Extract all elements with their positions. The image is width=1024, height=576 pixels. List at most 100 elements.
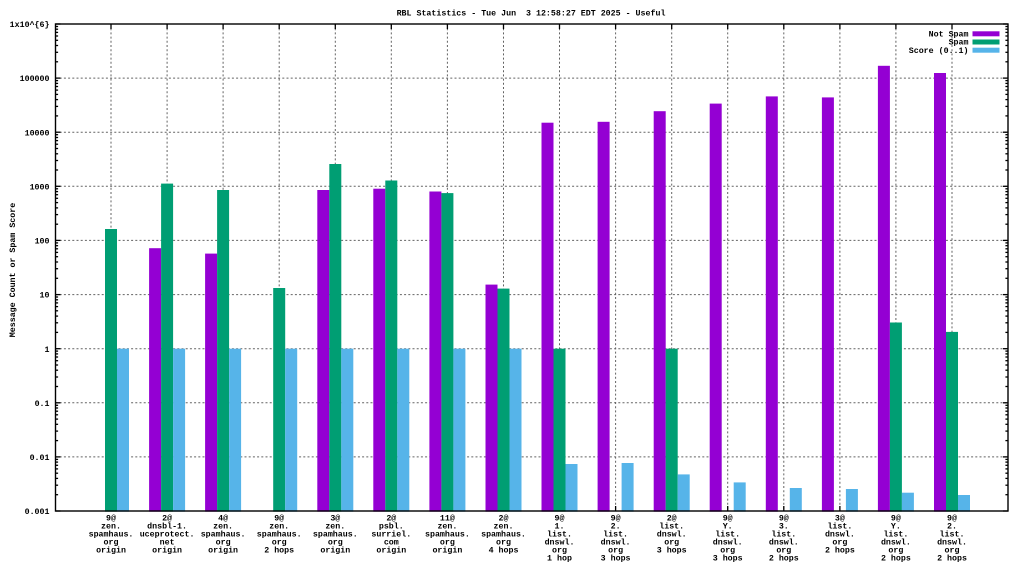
svg-text:4@: 4@ xyxy=(218,514,228,524)
svg-text:org: org xyxy=(328,539,343,548)
svg-text:spamhaus.: spamhaus. xyxy=(425,530,470,540)
svg-text:org: org xyxy=(104,539,119,548)
svg-text:3.: 3. xyxy=(779,523,789,532)
svg-text:2 hops: 2 hops xyxy=(937,554,967,564)
svg-text:surriel.: surriel. xyxy=(371,530,411,540)
svg-text:10000: 10000 xyxy=(25,129,50,138)
svg-text:org: org xyxy=(776,547,791,556)
svg-text:1x10^{6}: 1x10^{6} xyxy=(10,20,50,30)
svg-text:2 hops: 2 hops xyxy=(769,554,799,564)
svg-text:Message Count or Spam Score: Message Count or Spam Score xyxy=(9,203,18,337)
svg-text:org: org xyxy=(552,547,567,556)
svg-text:2.: 2. xyxy=(947,523,957,532)
svg-text:2@: 2@ xyxy=(162,514,172,524)
svg-text:0.001: 0.001 xyxy=(25,508,50,517)
svg-text:zen.: zen. xyxy=(325,523,345,532)
svg-text:org: org xyxy=(608,547,623,556)
svg-text:net: net xyxy=(160,539,175,548)
svg-text:1: 1 xyxy=(45,346,50,355)
svg-text:org: org xyxy=(945,547,960,556)
svg-text:0.01: 0.01 xyxy=(30,454,50,463)
svg-text:2@: 2@ xyxy=(499,514,509,524)
svg-text:3@: 3@ xyxy=(835,514,845,524)
svg-text:dnswl.: dnswl. xyxy=(657,530,687,540)
svg-text:list.: list. xyxy=(883,530,908,540)
svg-text:origin: origin xyxy=(208,546,238,556)
svg-text:spamhaus.: spamhaus. xyxy=(201,530,246,540)
svg-text:9@: 9@ xyxy=(723,514,733,524)
svg-text:psbl.: psbl. xyxy=(379,522,404,532)
svg-text:list.: list. xyxy=(715,530,740,540)
svg-text:origin: origin xyxy=(320,546,350,556)
svg-text:com: com xyxy=(384,539,399,548)
svg-text:origin: origin xyxy=(152,546,182,556)
svg-text:list.: list. xyxy=(547,530,572,540)
svg-text:list.: list. xyxy=(771,530,796,540)
svg-text:11@: 11@ xyxy=(440,514,455,524)
svg-text:org: org xyxy=(832,539,847,548)
svg-text:list.: list. xyxy=(940,530,965,540)
svg-text:org: org xyxy=(664,539,679,548)
svg-text:zen.: zen. xyxy=(269,523,289,532)
svg-text:dnsbl-1.: dnsbl-1. xyxy=(147,522,187,532)
svg-text:100000: 100000 xyxy=(20,75,50,84)
svg-text:9@: 9@ xyxy=(106,514,116,524)
svg-text:1.: 1. xyxy=(555,523,565,532)
svg-text:Score (0..1): Score (0..1) xyxy=(909,46,969,56)
svg-text:3 hops: 3 hops xyxy=(657,546,687,556)
svg-text:dnswl.: dnswl. xyxy=(937,538,967,548)
svg-text:1000: 1000 xyxy=(30,183,50,192)
svg-text:org: org xyxy=(216,539,231,548)
svg-text:org: org xyxy=(720,547,735,556)
svg-text:list.: list. xyxy=(603,530,628,540)
svg-text:9@: 9@ xyxy=(611,514,621,524)
svg-text:dnswl.: dnswl. xyxy=(545,538,575,548)
svg-text:0.1: 0.1 xyxy=(35,400,50,409)
svg-text:dnswl.: dnswl. xyxy=(601,538,631,548)
svg-text:9@: 9@ xyxy=(947,514,957,524)
svg-text:org: org xyxy=(496,539,511,548)
svg-text:RBL Statistics - Tue Jun 3 12: RBL Statistics - Tue Jun 3 12:58:27 EDT … xyxy=(397,8,666,18)
svg-text:zen.: zen. xyxy=(437,523,457,532)
svg-text:3@: 3@ xyxy=(330,514,340,524)
svg-text:100: 100 xyxy=(35,238,50,247)
svg-text:spamhaus.: spamhaus. xyxy=(257,530,302,540)
svg-text:dnswl.: dnswl. xyxy=(881,538,911,548)
svg-text:Y.: Y. xyxy=(891,523,901,532)
svg-text:dnswl.: dnswl. xyxy=(825,530,855,540)
svg-text:zen.: zen. xyxy=(494,523,514,532)
svg-text:list.: list. xyxy=(827,522,852,532)
svg-text:2.: 2. xyxy=(611,523,621,532)
svg-text:3 hops: 3 hops xyxy=(713,554,743,564)
svg-text:dnswl.: dnswl. xyxy=(769,538,799,548)
svg-text:2 hops: 2 hops xyxy=(825,546,855,556)
svg-text:org: org xyxy=(440,539,455,548)
svg-text:org: org xyxy=(272,539,287,548)
svg-text:uceprotect.: uceprotect. xyxy=(140,531,195,540)
svg-text:10: 10 xyxy=(40,292,50,301)
svg-text:origin: origin xyxy=(96,546,126,556)
svg-text:zen.: zen. xyxy=(101,523,121,532)
svg-text:2 hops: 2 hops xyxy=(881,554,911,564)
svg-text:list.: list. xyxy=(659,522,684,532)
svg-text:9@: 9@ xyxy=(274,514,284,524)
svg-text:spamhaus.: spamhaus. xyxy=(313,530,358,540)
svg-text:9@: 9@ xyxy=(555,514,565,524)
svg-text:dnswl.: dnswl. xyxy=(713,538,743,548)
svg-text:3 hops: 3 hops xyxy=(601,554,631,564)
svg-text:origin: origin xyxy=(376,546,406,556)
svg-text:origin: origin xyxy=(432,546,462,556)
svg-text:spamhaus.: spamhaus. xyxy=(89,530,134,540)
svg-text:2 hops: 2 hops xyxy=(264,546,294,556)
svg-text:2@: 2@ xyxy=(386,514,396,524)
svg-text:zen.: zen. xyxy=(213,523,233,532)
svg-text:1 hop: 1 hop xyxy=(547,554,572,564)
svg-text:Y.: Y. xyxy=(723,523,733,532)
svg-text:4 hops: 4 hops xyxy=(489,546,519,556)
svg-text:2@: 2@ xyxy=(667,514,677,524)
svg-text:Spam: Spam xyxy=(949,39,969,48)
svg-text:9@: 9@ xyxy=(779,514,789,524)
svg-text:org: org xyxy=(888,547,903,556)
svg-text:spamhaus.: spamhaus. xyxy=(481,530,526,540)
svg-text:9@: 9@ xyxy=(891,514,901,524)
